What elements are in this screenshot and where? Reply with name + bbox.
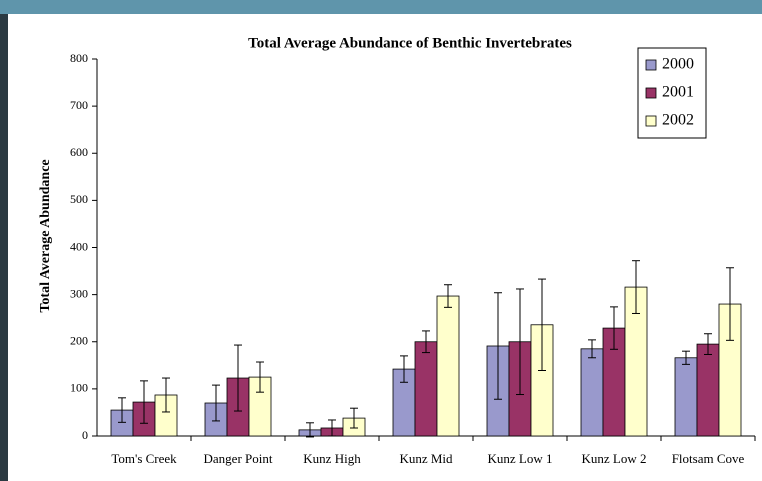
y-tick-label: 200 [70,334,88,348]
y-tick-label: 0 [82,428,88,442]
error-bar [212,384,220,422]
y-tick-label: 100 [70,381,88,395]
error-bar [140,380,148,424]
error-bar [444,284,452,308]
x-tick-label: Kunz Mid [399,451,453,466]
error-bar [162,377,170,413]
error-bar [306,422,314,438]
legend-label: 2001 [662,84,694,101]
y-axis-label: Total Average Abundance [38,159,53,312]
legend-label: 2000 [662,56,694,73]
error-bar [704,333,712,355]
x-tick-label: Tom's Creek [111,451,177,466]
x-tick-label: Danger Point [204,451,273,466]
bar [436,295,460,437]
error-bar [610,306,618,350]
error-bar [422,330,430,354]
error-bar [118,397,126,423]
error-bar [538,278,546,371]
bar [580,348,604,437]
error-bar [494,292,502,400]
bar [696,343,720,437]
y-tick-label: 300 [70,286,88,300]
error-bar [350,407,358,429]
legend-swatch [645,59,657,71]
x-tick-label: Flotsam Cove [672,451,745,466]
x-tick-label: Kunz Low 1 [488,451,553,466]
y-tick-label: 500 [70,192,88,206]
x-tick-label: Kunz High [303,451,361,466]
legend-swatch [645,87,657,99]
y-tick-label: 400 [70,239,88,253]
bar [674,357,698,437]
y-tick-label: 800 [70,51,88,65]
error-bar [516,288,524,396]
x-tick-label: Kunz Low 2 [582,451,647,466]
error-bar [588,339,596,359]
error-bar [726,267,734,341]
error-bar [400,355,408,383]
error-bar [632,260,640,314]
error-bar [328,419,336,437]
bar [414,341,438,437]
error-bar [682,350,690,365]
y-tick-label: 600 [70,145,88,159]
legend-label: 2002 [662,112,694,129]
error-bar [234,344,242,412]
legend-swatch [645,115,657,127]
error-bar [256,361,264,393]
top-border [0,0,762,14]
chart-title: Total Average Abundance of Benthic Inver… [248,35,572,51]
y-tick-label: 700 [70,98,88,112]
